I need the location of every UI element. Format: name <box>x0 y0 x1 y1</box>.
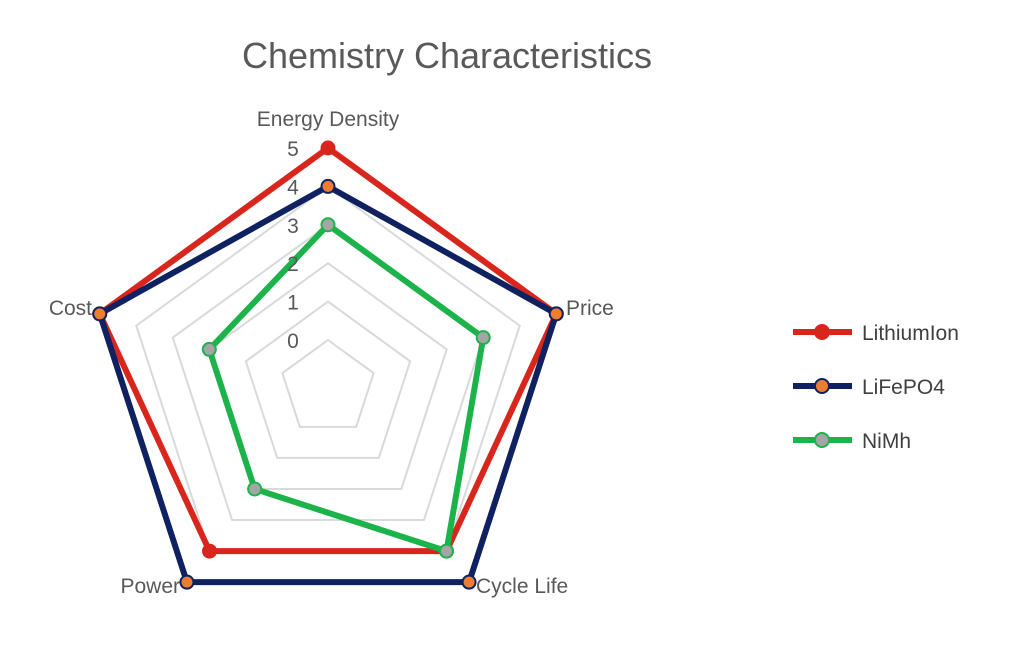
tick-label-1: 1 <box>287 292 299 315</box>
category-labels: Energy Density Price Cycle Life Power Cost <box>49 108 614 598</box>
legend-label: NiMh <box>862 430 911 453</box>
data-point-lithiumion-4 <box>202 543 218 559</box>
series-layer <box>92 140 564 590</box>
tick-label-3: 3 <box>287 215 299 238</box>
data-point-lifepo4-1 <box>320 178 336 194</box>
tick-label-5: 5 <box>287 138 299 161</box>
category-label-power: Power <box>120 575 180 598</box>
data-point-lifepo4-3 <box>461 574 477 590</box>
grid-ring-1 <box>244 300 412 459</box>
data-point-nimh-4 <box>247 481 263 497</box>
series-line-lifepo4 <box>96 183 560 586</box>
data-point-nimh-2 <box>475 330 491 346</box>
series-line-nimh <box>206 221 487 555</box>
category-label-price: Price <box>566 297 614 320</box>
tick-label-2: 2 <box>287 253 299 276</box>
data-point-nimh-1 <box>320 217 336 233</box>
legend-item-lifepo4: LiFePO4 <box>793 376 945 399</box>
legend-swatch-marker <box>814 324 830 340</box>
legend: LithiumIon LiFePO4 NiMh <box>793 322 959 453</box>
category-label-cost: Cost <box>49 297 92 320</box>
tick-label-0: 0 <box>287 330 299 353</box>
legend-label: LithiumIon <box>862 322 959 345</box>
legend-swatch-marker <box>814 432 830 448</box>
data-point-nimh-5 <box>201 341 217 357</box>
tick-labels: 0 1 2 3 4 5 <box>287 138 299 353</box>
category-label-cycle-life: Cycle Life <box>476 575 568 598</box>
legend-item-nimh: NiMh <box>793 430 911 453</box>
category-label-energy-density: Energy Density <box>257 108 400 131</box>
grid-ring-4 <box>135 185 521 553</box>
series-line-lithiumion <box>96 145 560 555</box>
chart-title: Chemistry Characteristics <box>242 35 652 76</box>
data-point-nimh-3 <box>438 543 454 559</box>
data-point-lifepo4-4 <box>179 574 195 590</box>
legend-label: LiFePO4 <box>862 376 945 399</box>
data-point-lithiumion-1 <box>320 140 336 156</box>
data-point-lifepo4-2 <box>548 306 564 322</box>
data-point-lifepo4-5 <box>92 306 108 322</box>
grid-ring-2 <box>208 261 448 490</box>
legend-item-lithiumion: LithiumIon <box>793 322 959 345</box>
legend-swatch-marker <box>814 378 830 394</box>
grid-ring-0 <box>281 338 375 428</box>
tick-label-4: 4 <box>287 176 299 199</box>
